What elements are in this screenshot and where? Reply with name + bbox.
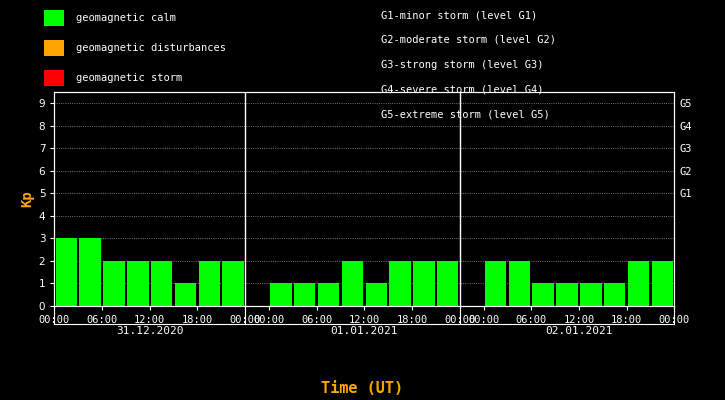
Text: G4-severe storm (level G4): G4-severe storm (level G4): [381, 84, 543, 94]
Bar: [604, 284, 626, 306]
Text: geomagnetic storm: geomagnetic storm: [76, 73, 183, 83]
Text: geomagnetic calm: geomagnetic calm: [76, 13, 176, 23]
Bar: [485, 261, 506, 306]
Bar: [80, 238, 101, 306]
Bar: [413, 261, 435, 306]
Text: 31.12.2020: 31.12.2020: [116, 326, 183, 336]
Bar: [532, 284, 554, 306]
Bar: [437, 261, 458, 306]
Bar: [318, 284, 339, 306]
Bar: [294, 284, 315, 306]
Text: Time (UT): Time (UT): [321, 381, 404, 396]
Bar: [56, 238, 77, 306]
Bar: [341, 261, 363, 306]
Bar: [580, 284, 602, 306]
Bar: [151, 261, 173, 306]
Bar: [270, 284, 291, 306]
Text: 02.01.2021: 02.01.2021: [545, 326, 613, 336]
Bar: [127, 261, 149, 306]
Bar: [556, 284, 578, 306]
Bar: [628, 261, 649, 306]
Bar: [175, 284, 196, 306]
Text: 01.01.2021: 01.01.2021: [331, 326, 398, 336]
Y-axis label: Kp: Kp: [20, 191, 35, 207]
Bar: [652, 261, 673, 306]
Bar: [223, 261, 244, 306]
Bar: [103, 261, 125, 306]
Bar: [508, 261, 530, 306]
Bar: [389, 261, 411, 306]
Text: geomagnetic disturbances: geomagnetic disturbances: [76, 43, 226, 53]
Text: G5-extreme storm (level G5): G5-extreme storm (level G5): [381, 109, 550, 119]
Text: G1-minor storm (level G1): G1-minor storm (level G1): [381, 10, 537, 20]
Bar: [199, 261, 220, 306]
Text: G3-strong storm (level G3): G3-strong storm (level G3): [381, 60, 543, 70]
Text: G2-moderate storm (level G2): G2-moderate storm (level G2): [381, 35, 555, 45]
Bar: [365, 284, 387, 306]
